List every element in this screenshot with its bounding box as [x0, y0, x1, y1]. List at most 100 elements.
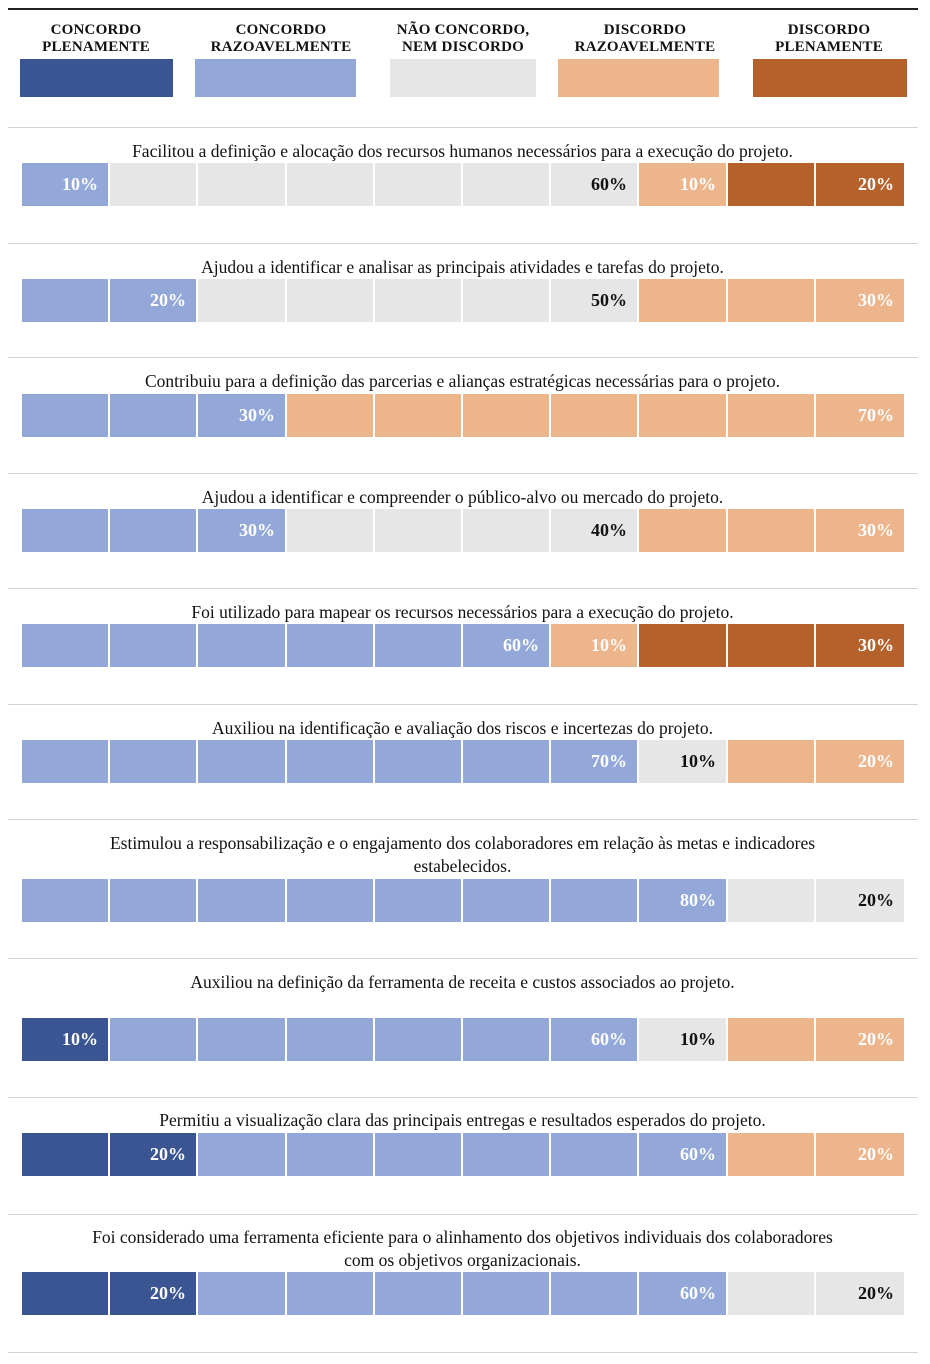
question-line: Estimulou a responsabilização e o engaja… [109, 833, 816, 853]
question-line: Foi utilizado para mapear os recursos ne… [191, 602, 734, 622]
bar-cell-discordo-razoavelmente [639, 509, 728, 552]
top-rule [8, 8, 918, 10]
legend-label-line: CONCORDO [50, 22, 142, 38]
bar-cell-discordo-razoavelmente [639, 279, 728, 322]
bar-value-label: 30% [858, 290, 894, 310]
bar-cell-concordo-plenamente: 20% [110, 1133, 198, 1176]
question-line: Foi considerado uma ferramenta eficiente… [92, 1227, 833, 1247]
bar-cell-concordo-razoavelmente [287, 624, 375, 667]
bar-value-label: 60% [591, 1029, 627, 1049]
bar-cell-concordo-razoavelmente [375, 740, 463, 783]
stacked-bar: 30% 70% [22, 394, 904, 437]
legend-label-discordo-razoavelmente: DISCORDO RAZOAVELMENTE [555, 22, 735, 56]
bar-cell-concordo-razoavelmente: 10% [22, 163, 110, 206]
stacked-bar: 20% 60% 20% [22, 1272, 904, 1315]
stacked-bar: 70% 10% 20% [22, 740, 904, 783]
legend-label-line: DISCORDO [787, 22, 871, 38]
bar-cell-concordo-razoavelmente [375, 879, 463, 922]
bar-cell-concordo-razoavelmente: 30% [198, 509, 287, 552]
row-divider [8, 704, 918, 705]
bar-cell-discordo-razoavelmente [728, 740, 816, 783]
bar-cell-concordo-razoavelmente [375, 1018, 463, 1061]
bar-cell-discordo-razoavelmente: 10% [551, 624, 639, 667]
bar-cell-neutro [375, 163, 463, 206]
bar-cell-concordo-razoavelmente: 60% [639, 1133, 728, 1176]
bar-cell-discordo-razoavelmente: 20% [816, 1133, 904, 1176]
bar-cell-discordo-plenamente: 30% [816, 624, 904, 667]
legend-label-line: CONCORDO [235, 22, 327, 38]
question-line: com os objetivos organizacionais. [344, 1250, 581, 1270]
bar-cell-concordo-razoavelmente [22, 740, 110, 783]
legend-label-line: DISCORDO [603, 22, 687, 38]
bar-cell-neutro [463, 279, 551, 322]
question-text: Auxiliou na definição da ferramenta de r… [20, 971, 905, 994]
bar-cell-concordo-razoavelmente [198, 1018, 287, 1061]
bar-cell-concordo-razoavelmente [287, 740, 375, 783]
bar-value-label: 20% [858, 751, 894, 771]
bar-value-label: 20% [858, 174, 894, 194]
question-text: Contribuiu para a definição das parceria… [20, 370, 905, 393]
bar-cell-neutro: 40% [551, 509, 639, 552]
question-line: Facilitou a definição e alocação dos rec… [132, 141, 793, 161]
stacked-bar: 80% 20% [22, 879, 904, 922]
bar-cell-concordo-razoavelmente [22, 394, 110, 437]
bar-cell-concordo-razoavelmente [22, 279, 110, 322]
stacked-bar: 10% 60% 10% 20% [22, 163, 904, 206]
legend-label-line: PLENAMENTE [775, 39, 883, 55]
bar-cell-concordo-razoavelmente [375, 1133, 463, 1176]
row-divider [8, 127, 918, 128]
bar-cell-neutro: 60% [551, 163, 639, 206]
bar-value-label: 20% [858, 1144, 894, 1164]
question-line: Auxiliou na identificação e avaliação do… [212, 718, 713, 738]
bar-cell-concordo-razoavelmente [287, 1018, 375, 1061]
bar-cell-neutro [287, 279, 375, 322]
bar-cell-discordo-razoavelmente: 20% [816, 1018, 904, 1061]
bar-cell-concordo-razoavelmente [551, 1272, 639, 1315]
question-line: Contribuiu para a definição das parceria… [144, 371, 781, 391]
bar-cell-concordo-razoavelmente [198, 1272, 287, 1315]
bar-value-label: 30% [239, 405, 275, 425]
bar-value-label: 20% [858, 1029, 894, 1049]
legend-swatch-concordo-plenamente [20, 59, 173, 97]
bar-value-label: 20% [150, 290, 186, 310]
bar-cell-concordo-razoavelmente [551, 879, 639, 922]
stacked-bar: 60% 10% 30% [22, 624, 904, 667]
bar-cell-concordo-razoavelmente [22, 509, 110, 552]
bar-cell-concordo-plenamente: 10% [22, 1018, 110, 1061]
bar-cell-discordo-razoavelmente [375, 394, 463, 437]
bar-value-label: 80% [680, 890, 716, 910]
row-divider [8, 588, 918, 589]
bar-cell-neutro [375, 279, 463, 322]
bar-value-label: 10% [680, 1029, 716, 1049]
bar-value-label: 60% [591, 174, 627, 194]
legend-label-line: NEM DISCORDO [402, 39, 524, 55]
question-text: Facilitou a definição e alocação dos rec… [20, 140, 905, 163]
bar-cell-discordo-razoavelmente: 30% [816, 279, 904, 322]
question-line: Ajudou a identificar e compreender o púb… [201, 487, 724, 507]
stacked-bar: 10% 60% 10% 20% [22, 1018, 904, 1061]
stacked-bar: 30% 40% 30% [22, 509, 904, 552]
legend-label-neutro: NÃO CONCORDO, NEM DISCORDO [373, 22, 553, 56]
question-text: Permitiu a visualização clara das princi… [20, 1109, 905, 1132]
legend-label-line: PLENAMENTE [42, 39, 150, 55]
bar-cell-neutro: 10% [639, 1018, 728, 1061]
bar-cell-neutro: 20% [816, 1272, 904, 1315]
legend-label-line: RAZOAVELMENTE [210, 39, 352, 55]
bar-cell-discordo-plenamente [639, 624, 728, 667]
stacked-bar: 20% 60% 20% [22, 1133, 904, 1176]
question-text: Auxiliou na identificação e avaliação do… [20, 717, 905, 740]
bar-cell-concordo-razoavelmente [463, 1018, 551, 1061]
row-divider [8, 1214, 918, 1215]
bar-cell-concordo-razoavelmente [110, 394, 198, 437]
bar-value-label: 60% [680, 1283, 716, 1303]
bar-cell-concordo-razoavelmente [463, 879, 551, 922]
bar-value-label: 20% [150, 1144, 186, 1164]
bar-value-label: 30% [858, 520, 894, 540]
bar-cell-discordo-razoavelmente: 30% [816, 509, 904, 552]
bar-cell-neutro [287, 509, 375, 552]
bar-cell-neutro: 50% [551, 279, 639, 322]
bar-value-label: 10% [591, 635, 627, 655]
bar-cell-concordo-razoavelmente: 60% [639, 1272, 728, 1315]
question-text: Foi utilizado para mapear os recursos ne… [20, 601, 905, 624]
row-divider [8, 473, 918, 474]
